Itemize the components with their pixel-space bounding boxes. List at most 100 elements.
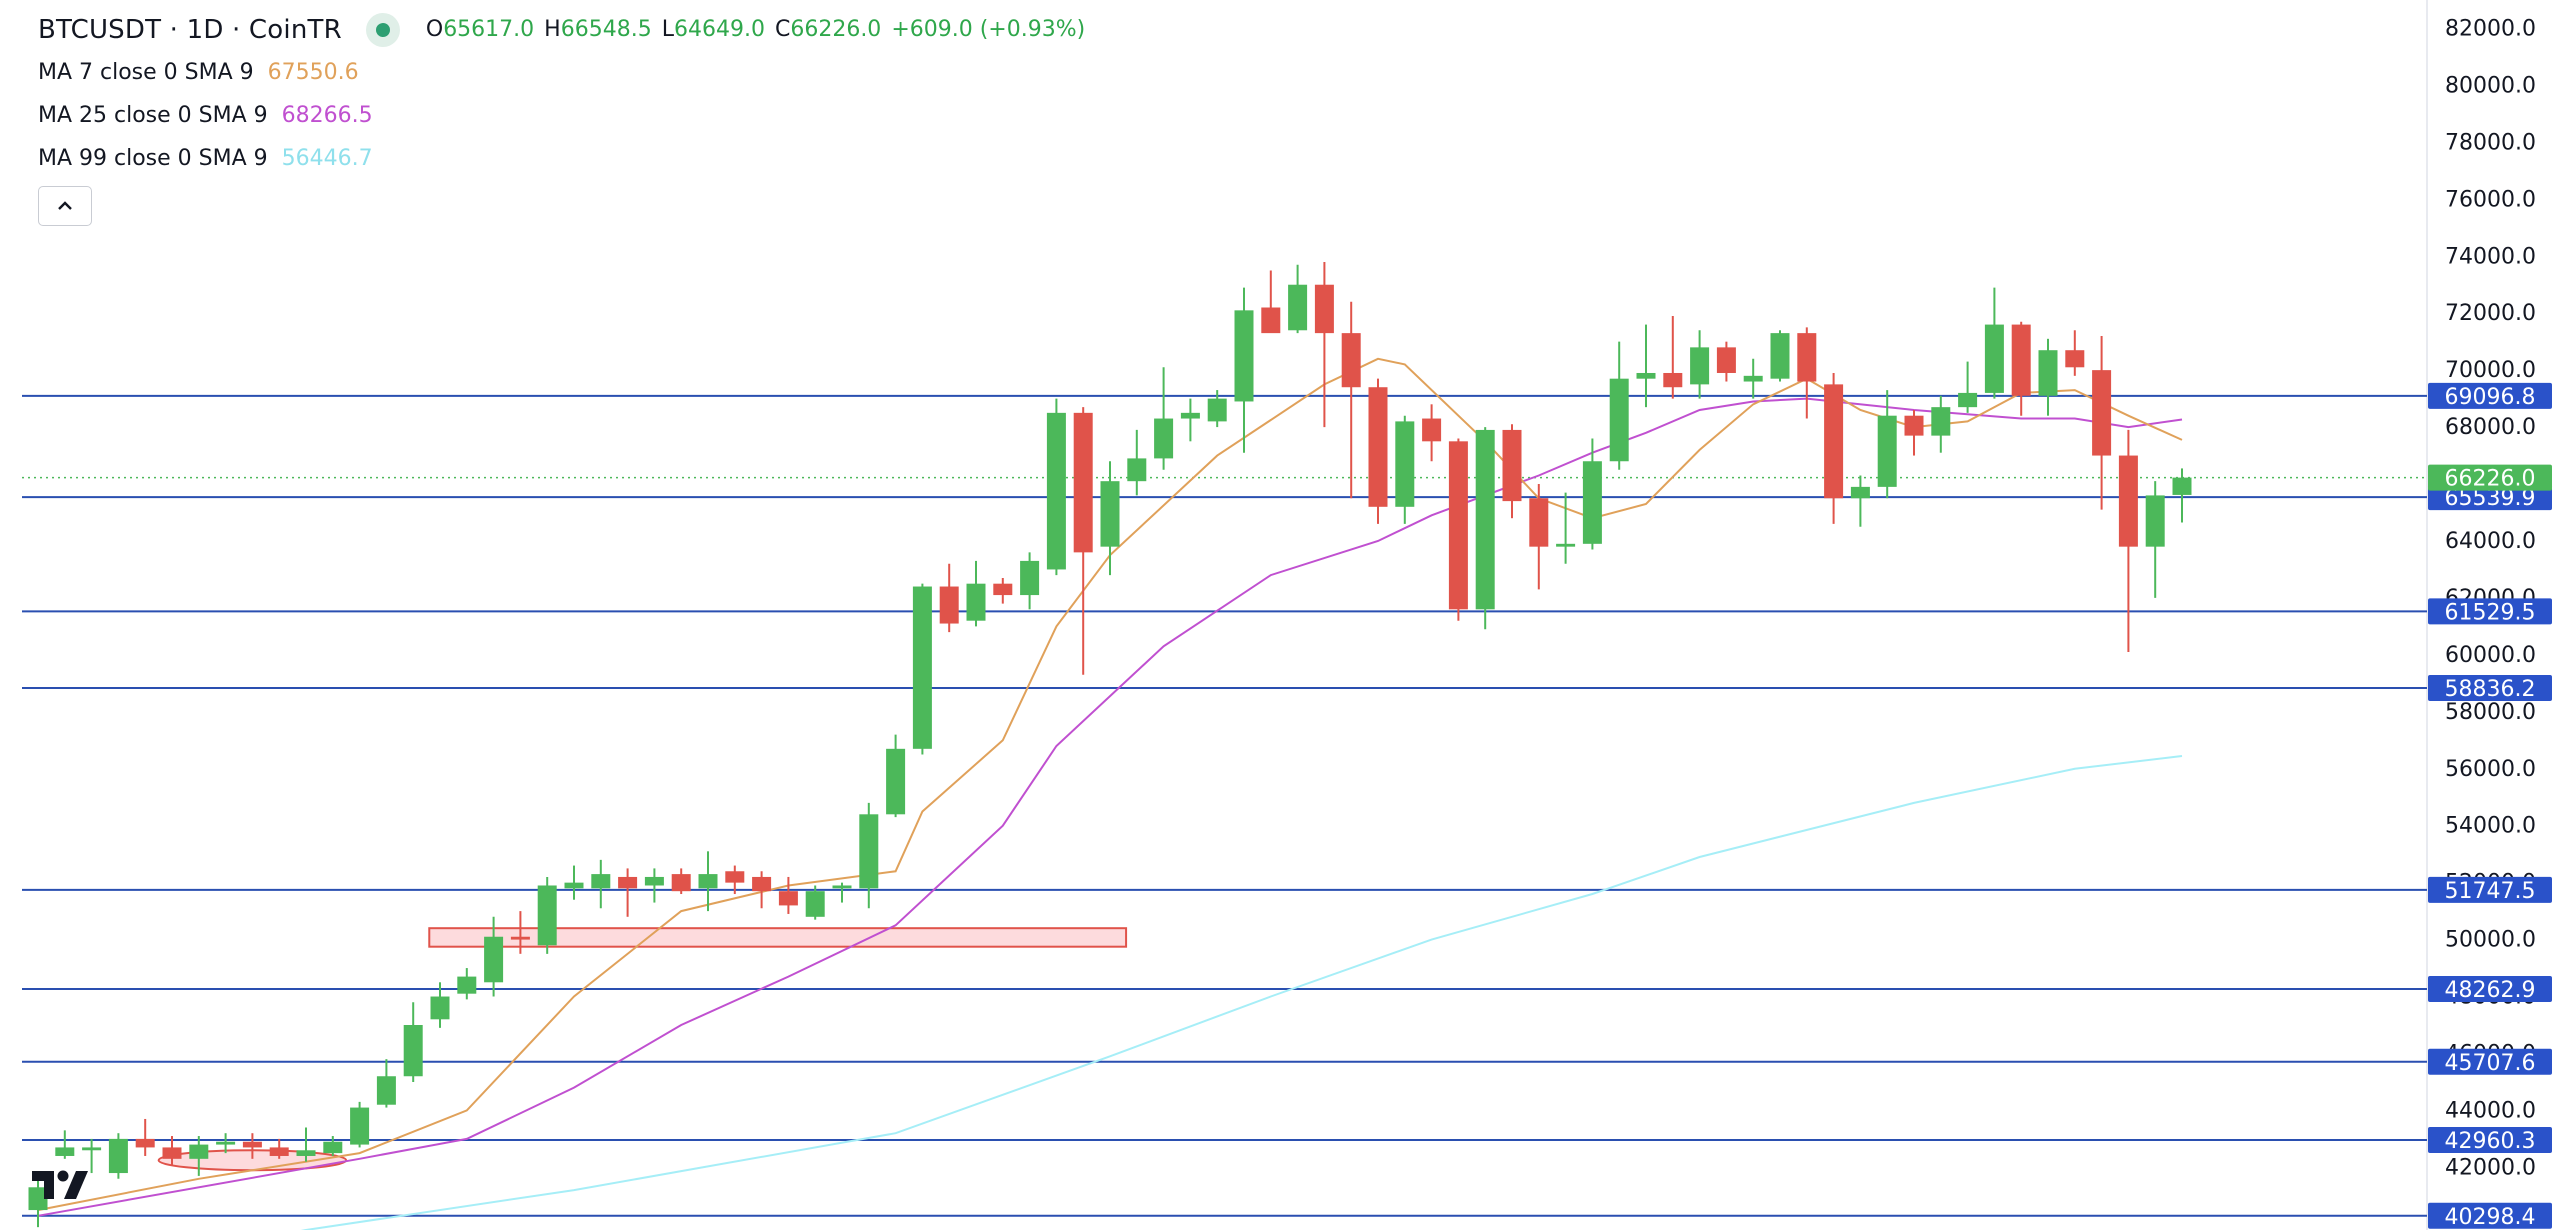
candle: [1020, 552, 1040, 610]
y-tick-label: 44000.0: [2445, 1098, 2536, 1123]
candle-body: [1261, 307, 1281, 334]
symbol-title[interactable]: BTCUSDT · 1D · CoinTR: [38, 14, 342, 45]
candle-body: [1100, 481, 1120, 547]
candle: [966, 560, 986, 627]
candle-body: [430, 996, 450, 1020]
candle-body: [537, 885, 557, 946]
candle-body: [1234, 310, 1254, 402]
candle: [1529, 484, 1549, 590]
candle-body: [242, 1141, 262, 1148]
candle-body: [1850, 486, 1870, 499]
candle-body: [832, 885, 852, 889]
candle-body: [564, 882, 584, 889]
candle-body: [1020, 560, 1040, 596]
candle: [2011, 321, 2031, 416]
low-value: 64649.0: [673, 17, 765, 42]
high-label: H: [544, 17, 561, 42]
level-price-label-bg: [2428, 382, 2552, 409]
y-tick-label: 82000.0: [2445, 16, 2536, 41]
candle-body: [2065, 350, 2085, 368]
indicator-ma99[interactable]: MA 99 close 0 SMA 9 56446.7: [38, 143, 1085, 174]
y-tick-label: 50000.0: [2445, 928, 2536, 953]
candle: [2145, 481, 2165, 598]
indicator-ma7[interactable]: MA 7 close 0 SMA 9 67550.6: [38, 57, 1085, 88]
candle-body: [618, 876, 638, 889]
candle: [1180, 398, 1200, 442]
level-price-label-bg: [2428, 876, 2552, 903]
candle-body: [1207, 398, 1227, 422]
indicator-ma25[interactable]: MA 25 close 0 SMA 9 68266.5: [38, 100, 1085, 131]
current-price-label: 66226.0: [2445, 467, 2536, 492]
candle-body: [216, 1141, 236, 1145]
candle: [618, 868, 638, 917]
candle: [1127, 429, 1147, 496]
candle-body: [1073, 412, 1093, 553]
candle-body: [1556, 543, 1576, 547]
collapse-legend-button[interactable]: [38, 186, 92, 226]
level-price-label: 69096.8: [2445, 385, 2536, 410]
high-value: 66548.5: [560, 17, 652, 42]
y-tick-label: 56000.0: [2445, 757, 2536, 782]
y-tick-label: 58000.0: [2445, 700, 2536, 725]
y-tick-label: 70000.0: [2445, 358, 2536, 383]
candle-body: [1180, 412, 1200, 419]
candle: [1475, 427, 1495, 630]
y-tick-label: 54000.0: [2445, 814, 2536, 839]
candle-body: [1824, 384, 1844, 499]
candle-body: [484, 936, 504, 983]
level-price-label-bg: [2428, 1048, 2552, 1075]
candle: [1556, 492, 1576, 564]
candle: [269, 1138, 289, 1159]
indicator-value: 68266.5: [281, 103, 373, 128]
candle: [1824, 372, 1844, 524]
candle-body: [1475, 429, 1495, 610]
candle: [1314, 261, 1334, 428]
candle-body: [725, 871, 745, 883]
candle-body: [1931, 407, 1951, 436]
y-tick-label: 74000.0: [2445, 244, 2536, 269]
y-tick-label: 78000.0: [2445, 130, 2536, 155]
candle: [28, 1178, 48, 1228]
indicator-name: MA 99 close 0 SMA 9: [38, 146, 268, 171]
candle: [430, 982, 450, 1028]
level-price-label-bg: [2428, 598, 2552, 625]
candle: [591, 859, 611, 909]
candle-body: [1046, 412, 1066, 570]
ma99-line: [300, 755, 2183, 1230]
candle: [1877, 390, 1897, 499]
candle: [108, 1133, 128, 1179]
candle: [376, 1059, 396, 1108]
candle-body: [2038, 350, 2058, 396]
candle-body: [1716, 347, 1736, 373]
open-value: 65617.0: [443, 17, 535, 42]
candle: [2038, 338, 2058, 416]
candle-body: [778, 891, 798, 906]
candle-body: [82, 1147, 102, 1151]
candle-body: [376, 1076, 396, 1105]
tradingview-logo-icon[interactable]: [28, 1155, 102, 1211]
level-price-label-bg: [2428, 976, 2552, 1003]
candle: [752, 871, 772, 909]
candle: [484, 916, 504, 997]
candle: [135, 1118, 155, 1156]
candle: [1770, 330, 1790, 382]
candle: [1609, 341, 1629, 470]
indicator-value: 56446.7: [281, 146, 373, 171]
candle: [55, 1130, 75, 1159]
candle-body: [28, 1187, 48, 1211]
candle-body: [403, 1025, 423, 1077]
candle-body: [189, 1144, 209, 1159]
level-price-label-bg: [2428, 1202, 2552, 1229]
chevron-up-icon: [58, 201, 72, 210]
y-tick-label: 80000.0: [2445, 73, 2536, 98]
level-price-label: 48262.9: [2445, 978, 2536, 1003]
candle-body: [1984, 324, 2004, 393]
indicator-value: 67550.6: [267, 60, 359, 85]
candle-body: [1797, 333, 1817, 382]
candle-body: [162, 1147, 182, 1159]
level-price-label: 40298.4: [2445, 1205, 2536, 1230]
candle: [242, 1133, 262, 1159]
candle: [832, 882, 852, 903]
market-status-icon[interactable]: [365, 12, 400, 47]
